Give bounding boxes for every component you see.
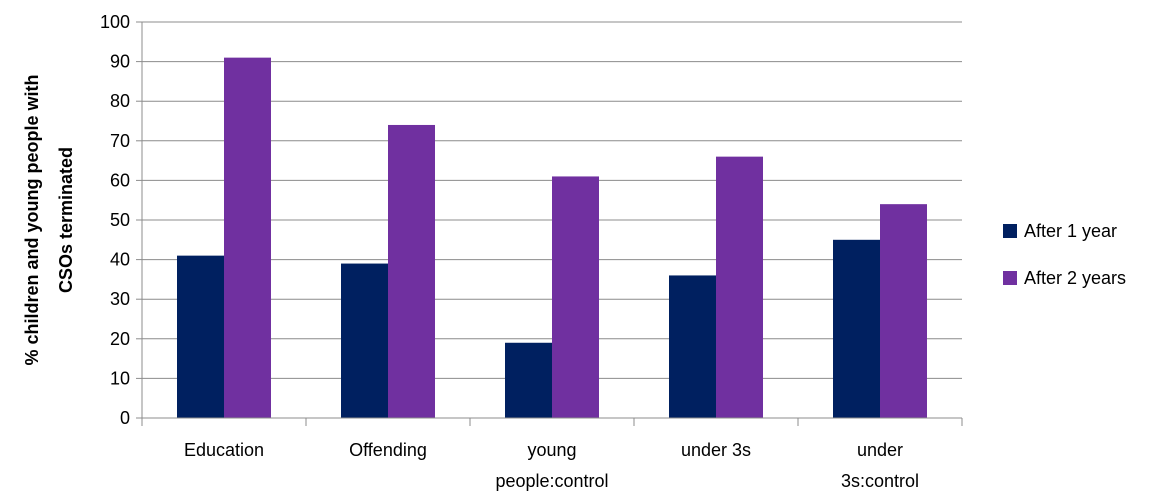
y-tick-label: 70 <box>110 131 130 151</box>
bar-after-1-year-1 <box>341 263 388 418</box>
bar-after-1-year-3 <box>669 275 716 418</box>
x-category-label: people:control <box>495 471 608 491</box>
x-category-label: Offending <box>349 440 427 460</box>
legend-label: After 1 year <box>1024 221 1117 241</box>
y-tick-label: 90 <box>110 52 130 72</box>
x-category-label: under <box>857 440 903 460</box>
y-axis-title-line: CSOs terminated <box>56 147 76 293</box>
legend-swatch <box>1003 271 1017 285</box>
y-tick-label: 0 <box>120 408 130 428</box>
y-axis-title-line: % children and young people with <box>22 74 42 365</box>
y-tick-label: 80 <box>110 91 130 111</box>
x-category-label: 3s:control <box>841 471 919 491</box>
bar-after-2-years-3 <box>716 156 763 418</box>
bar-after-2-years-0 <box>224 57 271 418</box>
y-tick-label: 60 <box>110 170 130 190</box>
y-tick-label: 50 <box>110 210 130 230</box>
x-category-label: under 3s <box>681 440 751 460</box>
axes <box>136 21 963 426</box>
x-category-label: Education <box>184 440 264 460</box>
y-tick-label: 10 <box>110 368 130 388</box>
x-axis-category-labels: Education Offending young people:control und… <box>184 440 919 491</box>
bar-after-1-year-0 <box>177 255 224 418</box>
x-category-label: young <box>527 440 576 460</box>
bar-after-2-years-1 <box>388 124 435 419</box>
bar-after-2-years-4 <box>880 204 927 418</box>
y-tick-label: 30 <box>110 289 130 309</box>
legend-label: After 2 years <box>1024 268 1126 288</box>
legend-swatch <box>1003 224 1017 238</box>
bars <box>177 57 927 419</box>
bar-after-1-year-4 <box>833 239 880 418</box>
bar-after-1-year-2 <box>505 342 552 418</box>
bar-after-2-years-2 <box>552 176 599 418</box>
y-tick-label: 40 <box>110 250 130 270</box>
y-tick-label: 20 <box>110 329 130 349</box>
y-axis-tick-labels: 0 10 20 30 40 50 60 70 80 90 100 <box>100 12 130 428</box>
y-axis-title: % children and young people with CSOs ter… <box>22 74 76 365</box>
legend: After 1 year After 2 years <box>1003 221 1126 288</box>
y-tick-label: 100 <box>100 12 130 32</box>
